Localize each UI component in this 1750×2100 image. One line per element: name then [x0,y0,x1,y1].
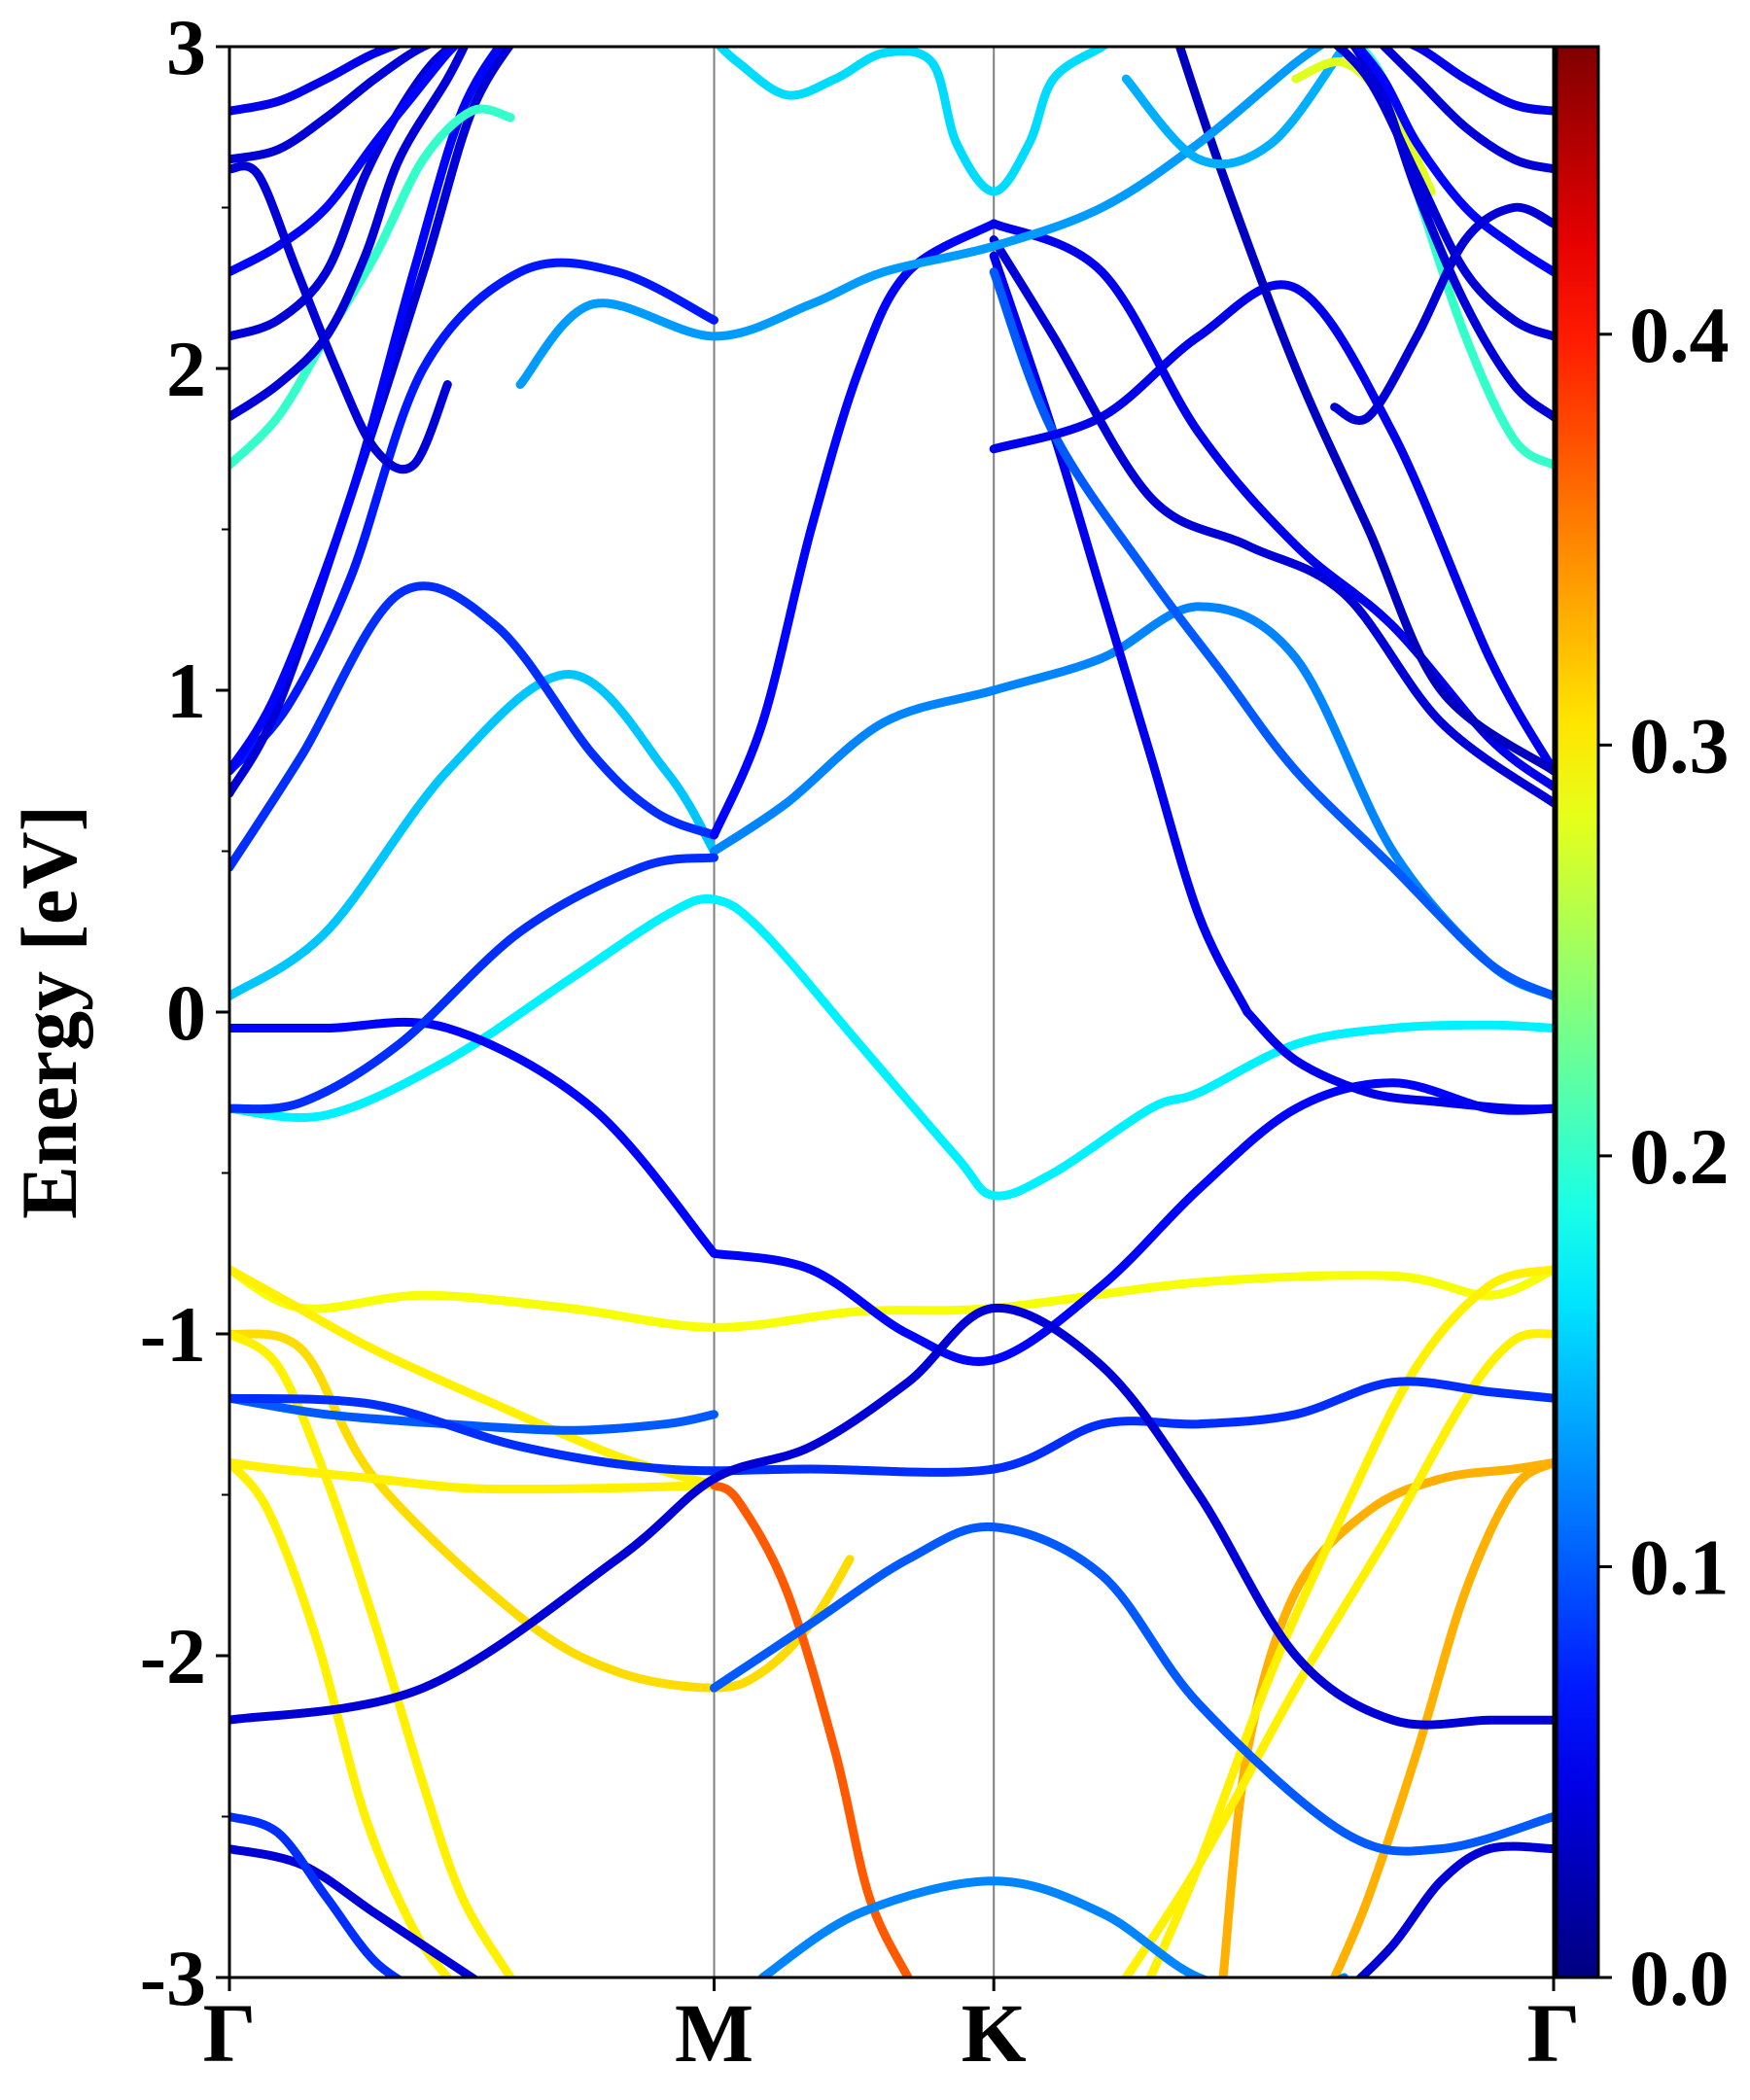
band-line-15 [710,1078,1554,1366]
band-line-21 [757,1876,1349,1978]
band-line-14 [229,1017,718,1258]
band-line-23 [229,1812,404,1978]
colorbar-tick-label: 0.3 [1629,701,1730,789]
band-line-46 [229,47,435,164]
band-line-48 [229,161,452,474]
y-axis-title: Energy [eV] [5,805,93,1219]
band-line-22 [229,1844,480,1978]
y-tick-label: 2 [166,325,206,413]
band-line-1 [229,1265,718,1490]
colorbar-gradient [1555,45,1600,1979]
band-line-6 [229,1329,515,1978]
colorbar-tick-label: 0.1 [1629,1522,1730,1611]
x-tick-label: M [675,1986,753,2080]
y-tick-label: -1 [140,1290,206,1379]
band-line-52 [1378,47,1554,174]
band-line-49 [1332,47,1554,341]
band-line-0 [229,1265,1554,1332]
band-line-40 [229,104,515,470]
band-line-26 [710,219,998,840]
band-line-44 [229,47,470,422]
colorbar-tick-label: 0.2 [1629,1112,1730,1201]
band-line-11 [229,670,718,1000]
band-line-4 [710,1481,913,1978]
y-tick-label: 0 [166,968,206,1057]
y-axis: -3 -2 -1 0 1 2 3 [140,3,229,2022]
band-line-13 [229,893,1554,1201]
band-line-10 [1145,1265,1554,1978]
band-line-5 [229,1457,452,1978]
x-tick-label: Γ [203,1986,257,2080]
band-line-19 [229,1303,1554,1730]
band-lines [229,47,1554,1978]
colorbar-tick-label: 0.4 [1629,291,1730,379]
y-tick-label: 3 [166,3,206,91]
band-line-25 [229,581,718,872]
band-line-24 [1354,1841,1554,1978]
band-line-16 [229,853,718,1114]
band-line-37 [515,47,1327,389]
y-tick-label: -3 [140,1934,206,2022]
colorbar-tick-label: 0.0 [1629,1934,1730,2022]
band-line-2 [229,1329,855,1693]
y-tick-label: 1 [166,647,206,735]
band-line-34 [989,235,1554,808]
band-line-53 [1406,47,1554,116]
band-line-50 [1349,47,1554,422]
band-line-3 [229,1457,718,1494]
band-line-38 [714,47,1110,196]
band-line-39 [1121,47,1349,169]
x-tick-label: Γ [1527,1986,1581,2080]
band-line-20 [710,1522,1554,1856]
band-line-51 [1351,47,1554,277]
band-line-33 [229,47,506,776]
band-line-45 [229,47,461,277]
colorbar: 0.0 0.1 0.2 0.3 0.4 [1555,45,1730,2022]
band-line-27 [229,258,718,776]
high-symmetry-lines [713,47,996,1978]
colorbar-ticks: 0.0 0.1 0.2 0.3 0.4 [1598,291,1730,2022]
band-line-17 [229,1393,718,1435]
band-line-54 [1330,202,1554,425]
band-line-8 [1330,1457,1554,1978]
band-line-18 [229,1377,1554,1477]
band-line-31 [989,280,1554,776]
y-tick-label: -2 [140,1612,206,1700]
band-line-43 [229,47,458,341]
band-line-47 [229,47,405,116]
x-tick-label: K [962,1986,1027,2080]
band-line-29 [1242,1007,1554,1114]
